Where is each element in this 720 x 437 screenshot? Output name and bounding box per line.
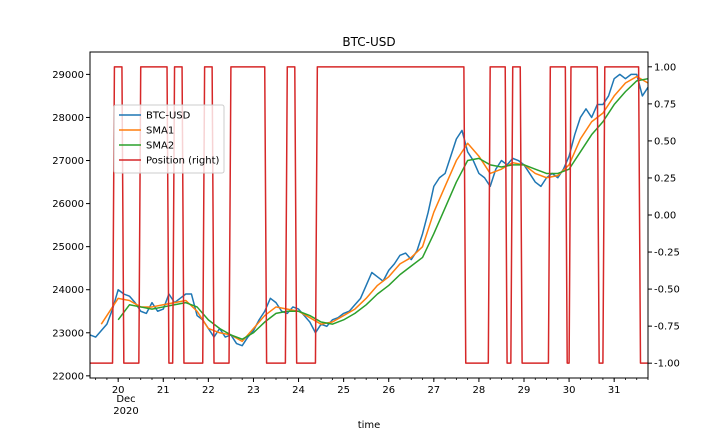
x-tick-label: 31	[608, 385, 621, 396]
legend-entry: BTC-USD	[146, 111, 191, 122]
series-layer	[89, 66, 649, 364]
right-y-axis: -1.00 -0.75 -0.50 -0.25 0.00 0.25 0.50 0.75 1.00	[648, 62, 680, 370]
left-y-tick-label: 27000	[52, 156, 84, 167]
right-y-tick-label: 0.25	[654, 173, 676, 184]
x-axis: 20 21 22 23 24 25 26 27 28 29 30 31	[95, 378, 649, 396]
x-tick-label: 27	[427, 385, 440, 396]
x-tick-label: 28	[473, 385, 486, 396]
right-y-tick-label: -0.50	[654, 285, 680, 296]
left-y-tick-label: 22000	[52, 371, 84, 382]
legend-box	[113, 104, 225, 174]
left-y-tick-label: 24000	[52, 285, 84, 296]
x-tick-label: 25	[337, 385, 350, 396]
x-tick-label: 22	[202, 385, 215, 396]
right-y-tick-label: 0.75	[654, 99, 676, 110]
x-tick-label: 23	[247, 385, 260, 396]
legend: BTC-USD SMA1 SMA2 Position (right)	[113, 104, 225, 174]
x-tick-label: 21	[157, 385, 170, 396]
legend-entry: SMA1	[146, 126, 174, 137]
x-tick-label: 24	[292, 385, 305, 396]
x-tick-label: 29	[518, 385, 531, 396]
right-y-tick-label: 1.00	[654, 62, 676, 73]
right-y-tick-label: -1.00	[654, 359, 680, 370]
chart-title: BTC-USD	[342, 35, 395, 49]
left-y-tick-label: 29000	[52, 70, 84, 81]
x-axis-label: time	[358, 420, 381, 431]
left-y-tick-label: 25000	[52, 242, 84, 253]
right-y-tick-label: -0.75	[654, 322, 680, 333]
left-y-tick-label: 23000	[52, 328, 84, 339]
left-y-axis: 22000 23000 24000 25000 26000 27000 28000 29000	[52, 70, 90, 382]
left-y-tick-label: 28000	[52, 113, 84, 124]
right-y-tick-label: 0.50	[654, 136, 676, 147]
x-tick-label: 26	[382, 385, 395, 396]
legend-entry: SMA2	[146, 141, 174, 152]
series-line-sma1	[100, 75, 649, 343]
x-tick-label: 30	[563, 385, 576, 396]
left-y-tick-label: 26000	[52, 199, 84, 210]
right-y-tick-label: 0.00	[654, 211, 676, 222]
right-y-tick-label: -0.25	[654, 248, 680, 259]
x-secondary-label-month: Dec	[116, 394, 135, 405]
series-line-position-right	[90, 66, 648, 364]
x-tick-label: 20	[112, 385, 125, 396]
legend-entry: Position (right)	[146, 156, 220, 167]
x-secondary-label-year: 2020	[113, 406, 138, 417]
series-line-sma2	[117, 77, 649, 340]
